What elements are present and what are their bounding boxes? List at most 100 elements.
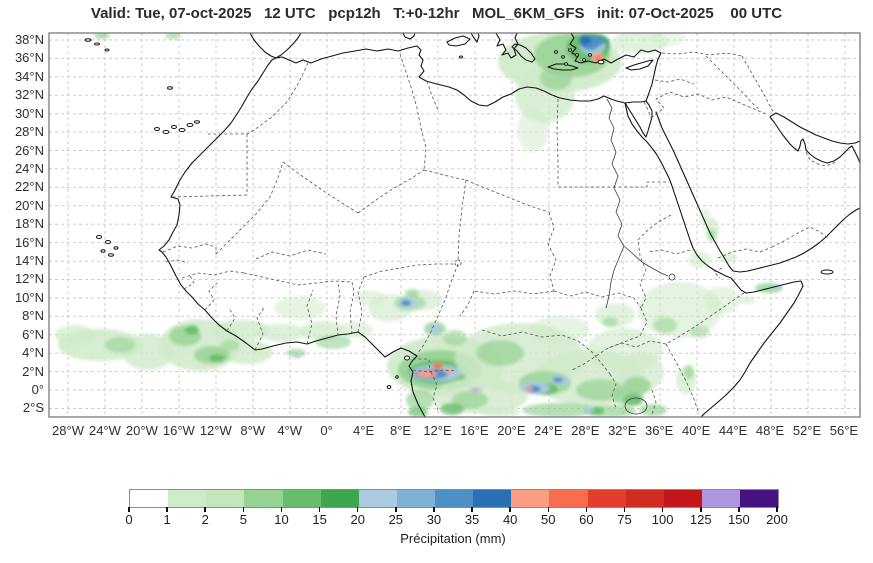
color-scale-tick [204,507,206,512]
color-scale-cell [435,490,474,507]
color-scale-tick-label: 20 [350,512,365,527]
lat-tick-label: 6°N [22,326,44,342]
color-scale-tick [661,507,664,512]
lon-tick-label: 24°E [534,423,563,438]
lon-tick-label: 12°E [423,423,452,438]
lat-tick-label: 10°N [14,289,44,305]
color-scale-tick-label: 2 [201,512,209,527]
canary-island [162,130,170,134]
socotra [820,269,834,275]
precipitation-layer [55,33,783,417]
lat-tick-label: 12°N [14,271,44,287]
color-scale-tick [280,507,283,512]
cape-verde-island [113,246,119,250]
lat-tick-label: 4°N [22,345,44,361]
canary-island [178,128,186,132]
color-scale-cell [549,490,588,507]
color-scale-cell [282,490,321,507]
color-scale-tick-label: 35 [464,512,480,527]
cyclades-islet [554,50,558,54]
lon-tick-label: 4°E [353,423,375,438]
color-scale-cell [396,490,435,507]
spain-coast [249,33,302,59]
color-scale-tick-label: 15 [312,512,327,527]
lat-tick-label: 18°N [14,216,44,232]
lon-tick-label: 44°E [718,423,748,438]
cape-verde-island [105,240,111,244]
color-scale-cell [625,490,664,507]
color-scale [129,489,779,508]
color-scale-tick-label: 5 [239,512,247,527]
lake-victoria [624,397,648,415]
color-scale-tick [509,507,511,512]
color-scale-tick [242,507,245,512]
color-scale-caption: Précipitation (mm) [400,531,506,546]
peloponnese [511,43,536,63]
sicily [446,35,471,47]
lat-tick-label: 28°N [14,124,44,140]
color-scale-tick [318,507,321,512]
persian-gulf-north-coast [775,112,860,145]
color-scale-tick-label: 125 [689,512,712,527]
blue-nile [623,245,669,277]
cyprus [625,59,654,71]
crete [547,63,579,71]
color-scale-cell [587,490,626,507]
lon-tick-label: 52°E [792,423,822,438]
lat-tick-label: 2°S [22,400,44,416]
coastlines [158,33,860,417]
lon-tick-label: 28°E [571,423,600,438]
lat-tick-label: 0° [31,381,44,397]
color-scale-tick-label: 40 [502,512,518,527]
color-scale-tick [700,507,702,512]
cyclades-islet [561,55,565,59]
islands [84,38,834,389]
color-scale-tick [166,507,168,512]
lat-tick-label: 8°N [22,308,44,324]
color-scale-tick [128,507,130,512]
canary-island [171,125,177,129]
color-scale-tick-label: 1 [163,512,171,527]
color-scale-cell [320,490,359,507]
color-scale-tick-label: 10 [274,512,289,527]
madeira [167,86,173,90]
color-scale-tick-label: 25 [388,512,404,527]
lat-tick-label: 38°N [14,32,44,47]
color-scale-cell [358,490,397,507]
lat-tick-label: 16°N [14,234,44,250]
color-scale-tick [547,507,550,512]
azores [104,48,110,52]
lon-tick-label: 48°E [755,423,785,438]
color-scale-tick-label: 60 [579,512,594,527]
color-scale-tick [585,507,588,512]
redsea-horn-coast [624,102,804,417]
graticule [49,33,860,417]
lat-tick-label: 24°N [14,160,44,176]
cyclades-islet [564,62,568,66]
africa-mediterranean-coast [158,33,662,417]
color-scale-tick [471,507,473,512]
greece-mainland [495,33,519,59]
lon-tick-label: 8°E [389,423,412,438]
cyclades-islet [568,48,572,52]
lon-tick-label: 36°E [645,423,674,438]
lon-tick-label: 0° [320,423,333,438]
lon-tick-label: 20°E [497,423,526,438]
lon-tick-label: 56°E [829,423,859,438]
lon-tick-label: 32°E [608,423,637,438]
lake-tana [668,273,676,281]
sao-tome [386,385,392,389]
color-scale-tick [738,507,740,512]
color-scale-cell [206,490,245,507]
country-borders [162,51,837,415]
lat-tick-label: 2°N [22,363,44,379]
lat-tick-label: 26°N [14,142,44,158]
lon-tick-label: 40°E [681,423,711,438]
calabria [470,33,480,43]
canary-island [194,120,200,124]
color-scale-cell [244,490,283,507]
lake-chad [454,259,462,267]
color-scale-tick-label: 100 [651,512,674,527]
